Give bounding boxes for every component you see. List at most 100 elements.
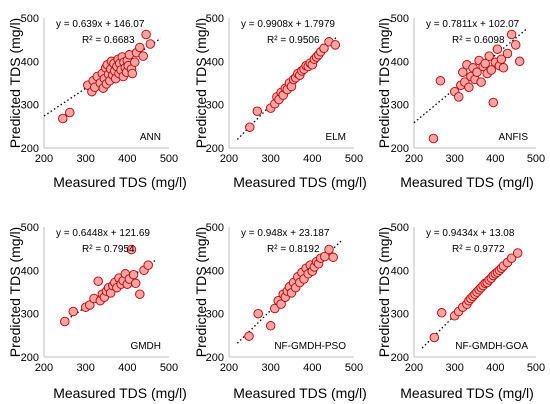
data-point	[60, 316, 70, 327]
r-squared: R² = 0.9772	[452, 244, 505, 255]
data-point	[476, 77, 486, 87]
y-axis-title: Predicted TDS (mg/l)	[376, 18, 392, 148]
data-point	[130, 278, 141, 289]
data-point	[319, 43, 329, 54]
x-tick-label: 400	[486, 153, 504, 165]
data-point	[458, 67, 468, 77]
data-point	[514, 56, 525, 67]
y-tick-label: 300	[206, 100, 224, 112]
x-axis-title: Measured TDS (mg/l)	[53, 385, 187, 401]
y-tick-label: 500	[21, 222, 39, 234]
chart-panel-nf-gmdh-goa: 200 300 400 500 200 300 400 500 y = 0.9434x + 13…	[376, 222, 545, 401]
data-point	[492, 44, 503, 54]
x-tick-label: 300	[445, 153, 463, 165]
r-squared: R² = 0.8192	[267, 244, 320, 255]
y-axis-title: Predicted TDS (mg/l)	[7, 227, 23, 357]
y-tick-label: 400	[21, 56, 39, 68]
data-point	[428, 133, 439, 144]
model-label: GMDH	[130, 341, 161, 352]
y-axis-title: Predicted TDS (mg/l)	[7, 18, 23, 148]
r-squared: R² = 0.6683	[82, 35, 135, 46]
y-tick-label: 300	[391, 100, 409, 112]
chart-panel-ann: 200 300 400 500 200 300 400 500 y = 0.639x + 146…	[7, 13, 187, 190]
data-point	[464, 82, 474, 93]
x-tick-label: 400	[303, 153, 321, 165]
y-tick-label: 300	[206, 309, 224, 321]
data-point	[506, 253, 517, 263]
y-axis-title: Predicted TDS (mg/l)	[376, 227, 392, 357]
x-tick-label: 400	[486, 362, 504, 374]
y-tick-label: 400	[206, 56, 224, 68]
x-tick-label: 500	[160, 153, 178, 165]
data-point	[252, 106, 263, 116]
trend-line	[413, 27, 529, 124]
chart-panel-nf-gmdh-pso: 200 300 400 500 200 300 400 500 y = 0.948x + 23.…	[193, 222, 367, 401]
x-tick-label: 500	[160, 362, 178, 374]
trend-equation: y = 0.7811x + 102.07	[426, 19, 520, 30]
data-point	[506, 29, 517, 40]
data-point	[126, 244, 137, 255]
y-tick-label: 500	[206, 13, 224, 25]
x-tick-label: 200	[35, 362, 53, 374]
x-tick-label: 200	[220, 362, 238, 374]
x-tick-label: 200	[35, 153, 53, 165]
data-point	[128, 269, 139, 280]
model-label: ANN	[140, 132, 161, 143]
y-tick-label: 200	[206, 352, 224, 364]
data-point	[324, 244, 334, 255]
data-point	[93, 276, 103, 286]
x-tick-label: 200	[405, 153, 423, 165]
data-point	[484, 51, 494, 61]
model-label: ELM	[325, 132, 346, 143]
y-tick-label: 500	[391, 13, 409, 25]
data-point	[330, 40, 341, 50]
data-point	[145, 39, 156, 49]
model-label: ANFIS	[499, 132, 529, 143]
data-point	[502, 48, 513, 59]
x-tick-label: 400	[303, 362, 321, 374]
x-axis-title: Measured TDS (mg/l)	[233, 174, 367, 190]
data-point	[498, 63, 509, 73]
trend-equation: y = 0.9434x + 13.08	[426, 228, 515, 239]
data-point	[245, 122, 255, 132]
y-tick-label: 200	[21, 352, 39, 364]
trend-equation: y = 0.6448x + 121.69	[56, 228, 150, 239]
x-tick-label: 500	[345, 153, 363, 165]
trend-equation: y = 0.948x + 23.187	[241, 228, 330, 239]
data-point	[435, 76, 446, 86]
y-tick-label: 200	[391, 352, 409, 364]
y-tick-label: 400	[21, 265, 39, 277]
data-point	[328, 252, 338, 263]
data-point	[253, 308, 263, 319]
y-axis-title: Predicted TDS (mg/l)	[193, 18, 209, 148]
r-squared: R² = 0.6098	[452, 35, 505, 46]
x-tick-label: 400	[118, 153, 136, 165]
y-tick-label: 400	[391, 56, 409, 68]
y-tick-label: 300	[391, 309, 409, 321]
data-point	[68, 306, 78, 317]
y-axis-title: Predicted TDS (mg/l)	[193, 227, 209, 357]
x-tick-label: 500	[345, 362, 363, 374]
x-tick-label: 200	[220, 153, 238, 165]
data-point	[265, 321, 276, 331]
y-tick-label: 500	[21, 13, 39, 25]
y-tick-label: 500	[391, 222, 409, 234]
r-squared: R² = 0.9506	[267, 35, 320, 46]
x-tick-label: 400	[118, 362, 136, 374]
data-point	[472, 67, 482, 77]
data-point	[496, 54, 507, 64]
data-point	[512, 248, 523, 258]
data-point	[135, 42, 145, 53]
data-point	[138, 51, 148, 61]
x-tick-label: 300	[261, 362, 279, 374]
y-tick-label: 300	[21, 309, 39, 321]
y-tick-label: 400	[206, 265, 224, 277]
model-label: NF-GMDH-GOA	[455, 341, 528, 352]
chart-panel-gmdh: 200 300 400 500 200 300 400 500 y = 0.6448x + 12…	[7, 222, 187, 401]
x-axis-title: Measured TDS (mg/l)	[400, 385, 534, 401]
x-axis-title: Measured TDS (mg/l)	[400, 174, 534, 190]
y-tick-label: 400	[391, 265, 409, 277]
data-point	[488, 97, 499, 108]
data-point	[429, 332, 440, 343]
